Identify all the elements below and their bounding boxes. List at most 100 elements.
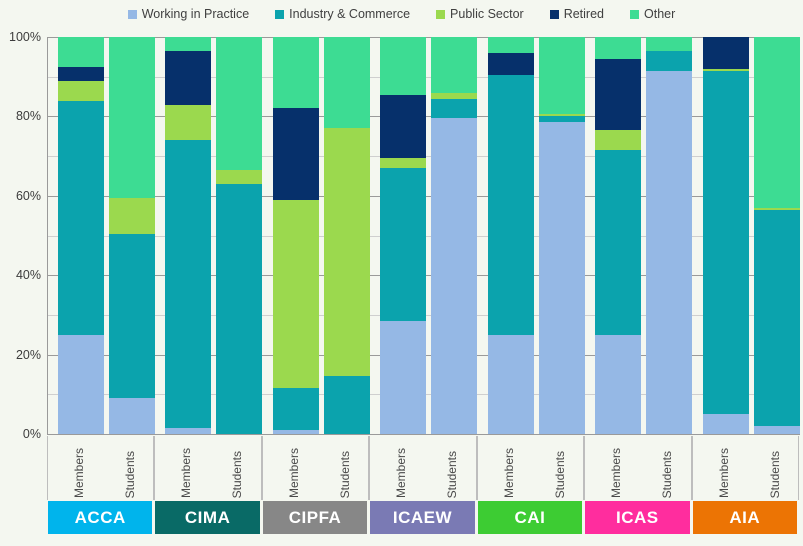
legend-swatch-icon (127, 9, 137, 19)
legend-item-retired[interactable]: Retired (549, 6, 604, 21)
bar-segment-other[interactable] (165, 37, 212, 51)
bar-segment-other[interactable] (595, 37, 642, 59)
bar-segment-industry_commerce[interactable] (646, 50, 693, 71)
bars-layer (48, 37, 800, 434)
legend-item-working_in_practice[interactable]: Working in Practice (127, 8, 249, 21)
bar-group-icas (585, 37, 693, 434)
y-tick-label: 40% (15, 267, 41, 282)
bar-segment-other[interactable] (272, 37, 319, 109)
bar-segment-public_sector[interactable] (216, 170, 263, 184)
bar-icas-students[interactable] (646, 37, 693, 434)
bar-segment-public_sector[interactable] (753, 207, 800, 210)
bar-segment-other[interactable] (538, 37, 585, 115)
bar-segment-industry_commerce[interactable] (165, 140, 212, 429)
bar-segment-public_sector[interactable] (431, 92, 478, 99)
bar-segment-retired[interactable] (595, 58, 642, 131)
bar-cai-students[interactable] (538, 37, 585, 434)
plot-area (47, 37, 800, 435)
bar-segment-working_in_practice[interactable] (380, 320, 427, 434)
legend-item-label: Retired (563, 6, 604, 21)
bar-segment-public_sector[interactable] (109, 197, 155, 234)
bar-segment-public_sector[interactable] (380, 158, 427, 169)
bar-segment-other[interactable] (487, 37, 534, 53)
body-label-icaew[interactable]: ICAEW (370, 501, 475, 534)
bar-segment-other[interactable] (646, 37, 693, 51)
bar-segment-working_in_practice[interactable] (538, 122, 585, 434)
bar-segment-industry_commerce[interactable] (109, 233, 155, 399)
y-tick-label: 100% (9, 29, 41, 44)
bar-aia-members[interactable] (702, 37, 749, 434)
bar-acca-students[interactable] (109, 37, 155, 434)
bar-segment-industry_commerce[interactable] (487, 74, 534, 335)
legend-item-label: Other (644, 6, 676, 21)
bar-icas-members[interactable] (595, 37, 642, 434)
x-axis-tick-labels: Members Students Members Students Members Stu… (47, 436, 799, 500)
legend-swatch-icon (275, 9, 285, 19)
bar-segment-public_sector[interactable] (165, 104, 212, 141)
body-label-icas[interactable]: ICAS (585, 501, 690, 534)
bar-segment-public_sector[interactable] (702, 68, 749, 71)
bar-segment-retired[interactable] (58, 66, 104, 81)
bar-segment-other[interactable] (753, 37, 800, 208)
bar-aia-students[interactable] (753, 37, 800, 434)
bar-segment-retired[interactable] (272, 108, 319, 200)
bar-segment-industry_commerce[interactable] (431, 98, 478, 119)
tick-label-students: Students (767, 450, 782, 498)
legend-item-other[interactable]: Other (630, 8, 675, 21)
bar-segment-industry_commerce[interactable] (538, 116, 585, 123)
bar-segment-industry_commerce[interactable] (272, 388, 319, 431)
bar-segment-other[interactable] (58, 37, 104, 67)
bar-segment-public_sector[interactable] (595, 130, 642, 151)
bar-segment-industry_commerce[interactable] (702, 70, 749, 415)
bar-segment-industry_commerce[interactable] (595, 150, 642, 335)
legend-item-industry_commerce[interactable]: Industry & Commerce (275, 8, 410, 21)
bar-segment-working_in_practice[interactable] (595, 334, 642, 434)
bar-segment-working_in_practice[interactable] (487, 334, 534, 434)
body-label-acca[interactable]: ACCA (48, 501, 153, 534)
bar-segment-retired[interactable] (702, 37, 749, 69)
bar-segment-retired[interactable] (165, 50, 212, 105)
body-label-cima[interactable]: CIMA (155, 501, 260, 534)
tick-label-members: Members (72, 447, 86, 498)
bar-segment-industry_commerce[interactable] (323, 376, 370, 434)
bar-cipfa-members[interactable] (272, 37, 319, 434)
bar-segment-public_sector[interactable] (323, 128, 370, 377)
tick-group-acca: Members Students (47, 436, 155, 500)
bar-segment-working_in_practice[interactable] (753, 426, 800, 434)
body-label-cai[interactable]: CAI (477, 501, 583, 534)
bar-segment-working_in_practice[interactable] (431, 118, 478, 434)
tick-group-cai: Members Students (476, 436, 585, 500)
bar-segment-working_in_practice[interactable] (702, 414, 749, 434)
bar-icaew-members[interactable] (380, 37, 427, 434)
bar-cima-members[interactable] (165, 37, 212, 434)
bar-segment-industry_commerce[interactable] (380, 168, 427, 321)
tick-label-members: Members (394, 447, 409, 498)
bar-segment-other[interactable] (323, 37, 370, 129)
bar-segment-working_in_practice[interactable] (58, 334, 104, 434)
bar-segment-working_in_practice[interactable] (646, 70, 693, 434)
bar-segment-public_sector[interactable] (538, 114, 585, 117)
bar-segment-retired[interactable] (487, 52, 534, 75)
bar-segment-public_sector[interactable] (58, 80, 104, 101)
legend-item-public_sector[interactable]: Public Sector (436, 8, 524, 21)
bar-segment-other[interactable] (431, 37, 478, 93)
bar-segment-other[interactable] (216, 37, 263, 170)
body-label-aia[interactable]: AIA (692, 501, 797, 534)
bar-segment-other[interactable] (380, 37, 427, 95)
bar-segment-working_in_practice[interactable] (272, 430, 319, 434)
bar-cipfa-students[interactable] (323, 37, 370, 434)
bar-group-cipfa (263, 37, 370, 434)
bar-segment-industry_commerce[interactable] (216, 183, 263, 434)
bar-cai-members[interactable] (487, 37, 534, 434)
bar-icaew-students[interactable] (431, 37, 478, 434)
bar-cima-students[interactable] (216, 37, 263, 434)
bar-segment-retired[interactable] (380, 94, 427, 159)
bar-segment-industry_commerce[interactable] (58, 100, 104, 335)
bar-segment-working_in_practice[interactable] (165, 428, 212, 434)
bar-segment-industry_commerce[interactable] (753, 209, 800, 427)
bar-segment-other[interactable] (109, 37, 155, 198)
bar-acca-members[interactable] (58, 37, 104, 434)
bar-segment-working_in_practice[interactable] (109, 398, 155, 434)
body-label-cipfa[interactable]: CIPFA (262, 501, 368, 534)
bar-segment-public_sector[interactable] (272, 199, 319, 389)
